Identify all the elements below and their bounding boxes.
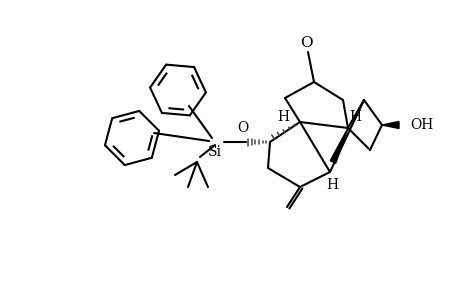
Text: OH: OH: [409, 118, 432, 132]
Text: Si: Si: [207, 145, 222, 159]
Text: H: H: [348, 110, 360, 124]
Text: O: O: [237, 121, 248, 135]
Polygon shape: [330, 128, 347, 163]
Text: H: H: [276, 110, 288, 124]
Polygon shape: [381, 122, 398, 128]
Text: H: H: [325, 178, 337, 192]
Text: O: O: [299, 36, 312, 50]
